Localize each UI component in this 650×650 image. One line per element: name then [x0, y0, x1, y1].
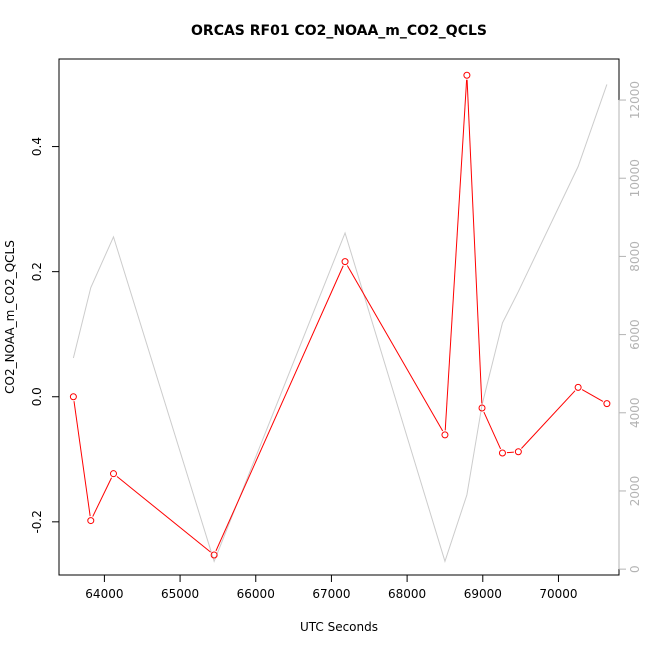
data-point — [574, 383, 582, 391]
y2-axis: 0 2000 4000 6000 8000 10000 12000 — [618, 81, 642, 573]
y-axis: -0.2 0.0 0.2 0.4 — [30, 137, 60, 534]
x-tick-label: 70000 — [539, 587, 577, 601]
series-line-segment — [506, 451, 514, 454]
x-tick-label: 69000 — [464, 587, 502, 601]
y2-tick-label: 0 — [628, 565, 642, 573]
y-axis-label: CO2_NOAA_m_CO2_QCLS — [3, 240, 17, 394]
series-line-segment — [92, 477, 112, 517]
data-point — [441, 431, 449, 439]
series-line-segment — [466, 79, 483, 404]
data-point — [603, 400, 611, 408]
series-line-segment — [444, 79, 468, 431]
series-line-segment — [73, 401, 91, 517]
chart-title: ORCAS RF01 CO2_NOAA_m_CO2_QCLS — [191, 23, 487, 39]
y-tick-label: 0.4 — [30, 137, 44, 156]
y2-tick-label: 8000 — [628, 241, 642, 272]
data-point — [210, 551, 218, 559]
data-point — [69, 393, 77, 401]
x-tick-label: 64000 — [85, 587, 123, 601]
data-point — [341, 258, 349, 266]
y2-tick-label: 10000 — [628, 159, 642, 197]
series-layer — [69, 71, 611, 563]
series-line-segment — [483, 411, 502, 450]
series-line-segment — [116, 476, 211, 553]
data-point — [498, 449, 506, 457]
y2-tick-label: 2000 — [628, 476, 642, 507]
data-point — [87, 517, 95, 525]
x-tick-label: 66000 — [237, 587, 275, 601]
y2-tick-label: 6000 — [628, 319, 642, 350]
x-tick-label: 68000 — [388, 587, 426, 601]
data-point — [478, 404, 486, 412]
x-axis: 64000 65000 66000 67000 68000 69000 70000 — [85, 574, 578, 601]
data-point — [514, 448, 522, 456]
x-tick-label: 65000 — [161, 587, 199, 601]
y-tick-label: -0.2 — [30, 510, 44, 533]
y2-tick-label: 12000 — [628, 81, 642, 119]
series-line-segment — [346, 265, 444, 432]
y-tick-label: 0.2 — [30, 262, 44, 281]
data-point — [463, 71, 471, 79]
altitude-line — [72, 84, 608, 563]
series-line-segment — [581, 389, 604, 402]
series-line-segment — [521, 390, 576, 449]
y-tick-label: 0.0 — [30, 387, 44, 406]
data-point — [109, 470, 117, 478]
y2-tick-label: 4000 — [628, 397, 642, 428]
series-line-segment — [215, 265, 344, 552]
x-axis-label: UTC Seconds — [300, 620, 378, 634]
x-tick-label: 67000 — [312, 587, 350, 601]
